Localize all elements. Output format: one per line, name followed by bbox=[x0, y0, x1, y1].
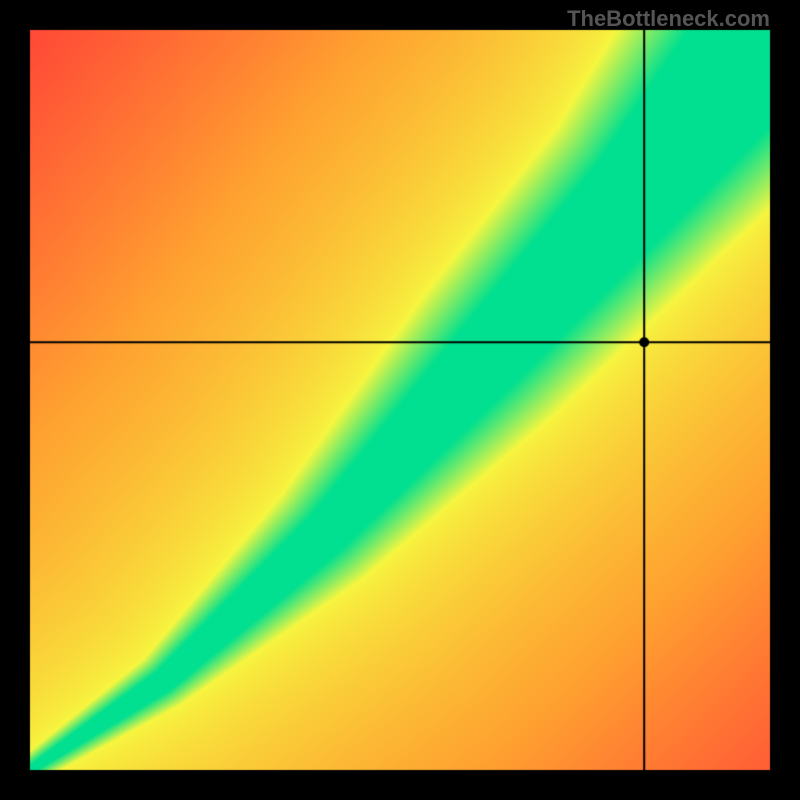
watermark-text: TheBottleneck.com bbox=[567, 6, 770, 32]
chart-container: TheBottleneck.com bbox=[0, 0, 800, 800]
heatmap-canvas bbox=[0, 0, 800, 800]
